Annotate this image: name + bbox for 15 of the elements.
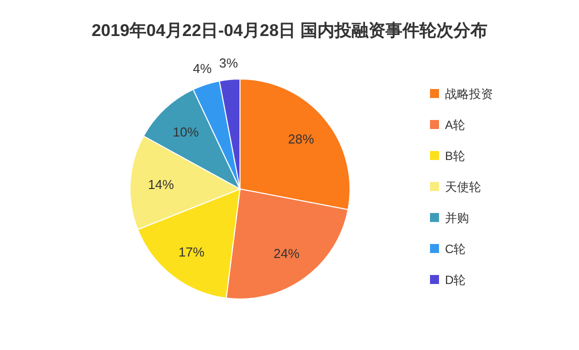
legend-label: 天使轮: [445, 180, 481, 194]
legend-label: C轮: [445, 242, 466, 256]
data-label: 3%: [219, 56, 238, 71]
data-label: 10%: [172, 124, 200, 140]
data-label: 14%: [148, 177, 174, 192]
data-label: 28%: [288, 132, 314, 147]
legend-label: B轮: [445, 149, 466, 163]
legend-label: 并购: [445, 211, 469, 225]
legend-label: 战略投资: [445, 87, 493, 101]
data-label: 4%: [192, 60, 212, 76]
data-label: 17%: [178, 244, 205, 260]
legend-label: A轮: [445, 118, 466, 132]
chart-title: 2019年04月22日-04月28日 国内投融资事件轮次分布: [92, 21, 488, 40]
data-label: 24%: [274, 246, 300, 262]
legend-label: D轮: [445, 273, 466, 287]
